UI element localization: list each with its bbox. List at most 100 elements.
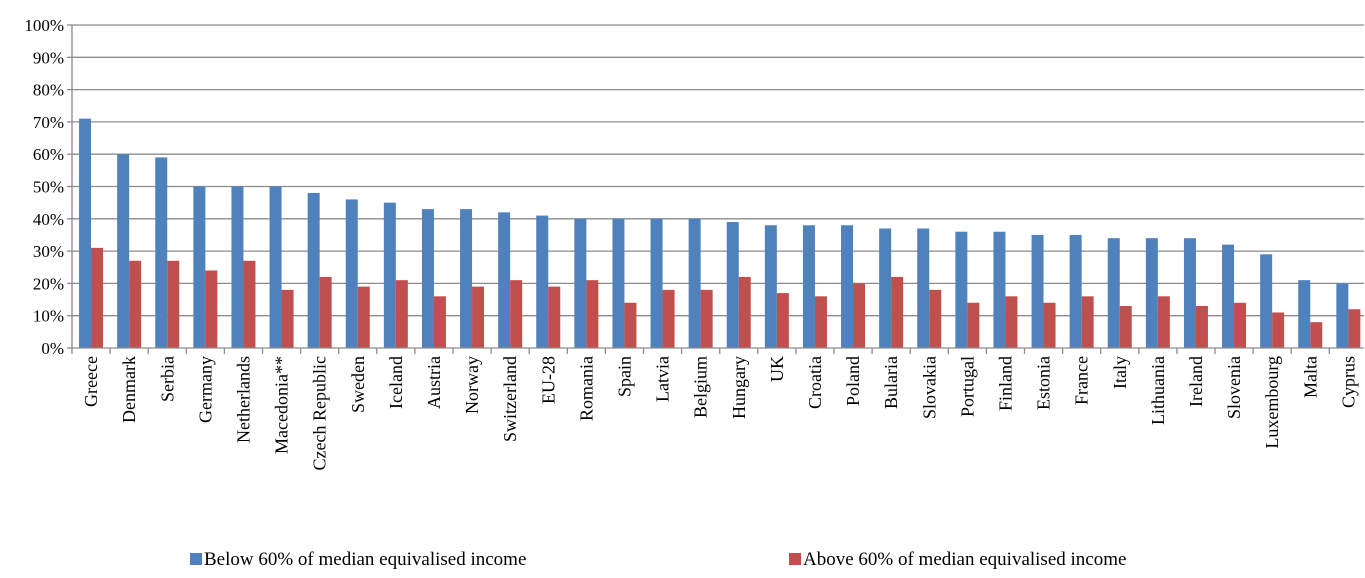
bar-below-60: [1336, 283, 1349, 348]
legend-swatch: [190, 553, 202, 565]
bar-above-60: [472, 286, 485, 348]
bar-above-60: [891, 276, 904, 348]
bar-below-60: [345, 199, 358, 348]
x-tick-label: Croatia: [805, 356, 825, 409]
y-tick-label: 30%: [33, 242, 64, 261]
x-tick-label: Sweden: [348, 356, 368, 413]
y-tick-label: 60%: [33, 145, 64, 164]
bar-below-60: [1069, 234, 1082, 348]
bar-below-60: [1145, 238, 1158, 348]
bar-below-60: [79, 118, 92, 348]
bar-below-60: [421, 209, 434, 348]
y-tick-label: 100%: [24, 16, 64, 35]
x-tick-label: Czech Republic: [310, 356, 330, 470]
y-tick-label: 80%: [33, 81, 64, 100]
y-tick-label: 20%: [33, 274, 64, 293]
bar-above-60: [738, 276, 751, 348]
bar-above-60: [167, 260, 180, 348]
bar-below-60: [650, 218, 663, 348]
x-tick-label: Luxembourg: [1262, 356, 1282, 449]
x-tick-label: Poland: [843, 356, 863, 406]
bar-above-60: [395, 280, 408, 348]
bar-below-60: [536, 215, 549, 348]
bar-below-60: [841, 225, 854, 348]
bar-above-60: [243, 260, 256, 348]
x-tick-label: Latvia: [653, 356, 673, 402]
bar-above-60: [433, 296, 446, 348]
bar-above-60: [967, 302, 980, 348]
bar-below-60: [498, 212, 511, 348]
x-tick-label: Serbia: [157, 356, 177, 402]
bar-above-60: [1005, 296, 1018, 348]
bar-below-60: [383, 202, 396, 348]
x-tick-label: Portugal: [957, 356, 977, 417]
bar-above-60: [319, 276, 332, 348]
x-tick-label: Slovakia: [919, 356, 939, 419]
bar-below-60: [269, 186, 282, 348]
x-tick-label: Cyprus: [1338, 356, 1358, 408]
bar-above-60: [814, 296, 827, 348]
x-tick-label: Denmark: [119, 356, 139, 423]
legend-label: Below 60% of median equivalised income: [204, 549, 526, 570]
bar-below-60: [802, 225, 815, 348]
y-tick-label: 10%: [33, 307, 64, 326]
x-tick-label: Austria: [424, 356, 444, 409]
x-tick-label: France: [1072, 356, 1092, 405]
x-tick-label: Finland: [995, 356, 1015, 411]
bar-below-60: [1183, 238, 1196, 348]
legend-label: Above 60% of median equivalised income: [803, 549, 1126, 570]
bar-above-60: [1272, 312, 1285, 348]
bar-below-60: [460, 209, 473, 348]
x-tick-label: Estonia: [1034, 356, 1054, 410]
bar-above-60: [1157, 296, 1170, 348]
bar-below-60: [1031, 234, 1044, 348]
x-tick-label: Iceland: [386, 356, 406, 409]
bar-below-60: [764, 225, 777, 348]
bar-above-60: [548, 286, 561, 348]
bar-above-60: [1234, 302, 1247, 348]
legend-swatch: [789, 553, 801, 565]
bar-below-60: [574, 218, 587, 348]
bar-above-60: [510, 280, 523, 348]
x-tick-label: Bularia: [881, 356, 901, 409]
x-axis-labels: Greece Denmark Serbia Germany Netherlands Mac…: [81, 356, 1358, 470]
bar-below-60: [1107, 238, 1120, 348]
x-tick-label: Macedonia**: [272, 356, 292, 454]
x-tick-label: Slovenia: [1224, 356, 1244, 419]
bar-below-60: [993, 231, 1006, 348]
bar-below-60: [231, 186, 244, 348]
bar-below-60: [955, 231, 968, 348]
x-tick-label: Norway: [462, 356, 482, 414]
x-tick-label: Germany: [195, 356, 215, 423]
bar-below-60: [688, 218, 701, 348]
bar-above-60: [129, 260, 142, 348]
bar-above-60: [1348, 309, 1361, 348]
bar-below-60: [917, 228, 930, 348]
y-tick-label: 90%: [33, 48, 64, 67]
y-tick-label: 50%: [33, 178, 64, 197]
bar-above-60: [1195, 306, 1208, 348]
bar-above-60: [205, 270, 218, 348]
bar-above-60: [91, 247, 104, 348]
bar-below-60: [612, 218, 625, 348]
bar-above-60: [700, 289, 713, 348]
x-tick-label: EU-28: [538, 356, 558, 404]
x-tick-label: Greece: [81, 356, 101, 407]
axes: [71, 25, 1364, 354]
x-tick-label: Spain: [614, 356, 634, 397]
x-tick-label: Malta: [1300, 356, 1320, 398]
bar-below-60: [726, 222, 739, 348]
bar-above-60: [853, 283, 866, 348]
y-tick-label: 0%: [41, 339, 64, 358]
bar-below-60: [879, 228, 892, 348]
bar-above-60: [1043, 302, 1056, 348]
bar-above-60: [624, 302, 637, 348]
legend: Below 60% of median equivalised income Ab…: [190, 549, 1126, 570]
bar-above-60: [357, 286, 370, 348]
y-tick-label: 70%: [33, 113, 64, 132]
bars: [79, 118, 1361, 348]
bar-below-60: [1298, 280, 1311, 348]
bar-below-60: [307, 192, 320, 348]
